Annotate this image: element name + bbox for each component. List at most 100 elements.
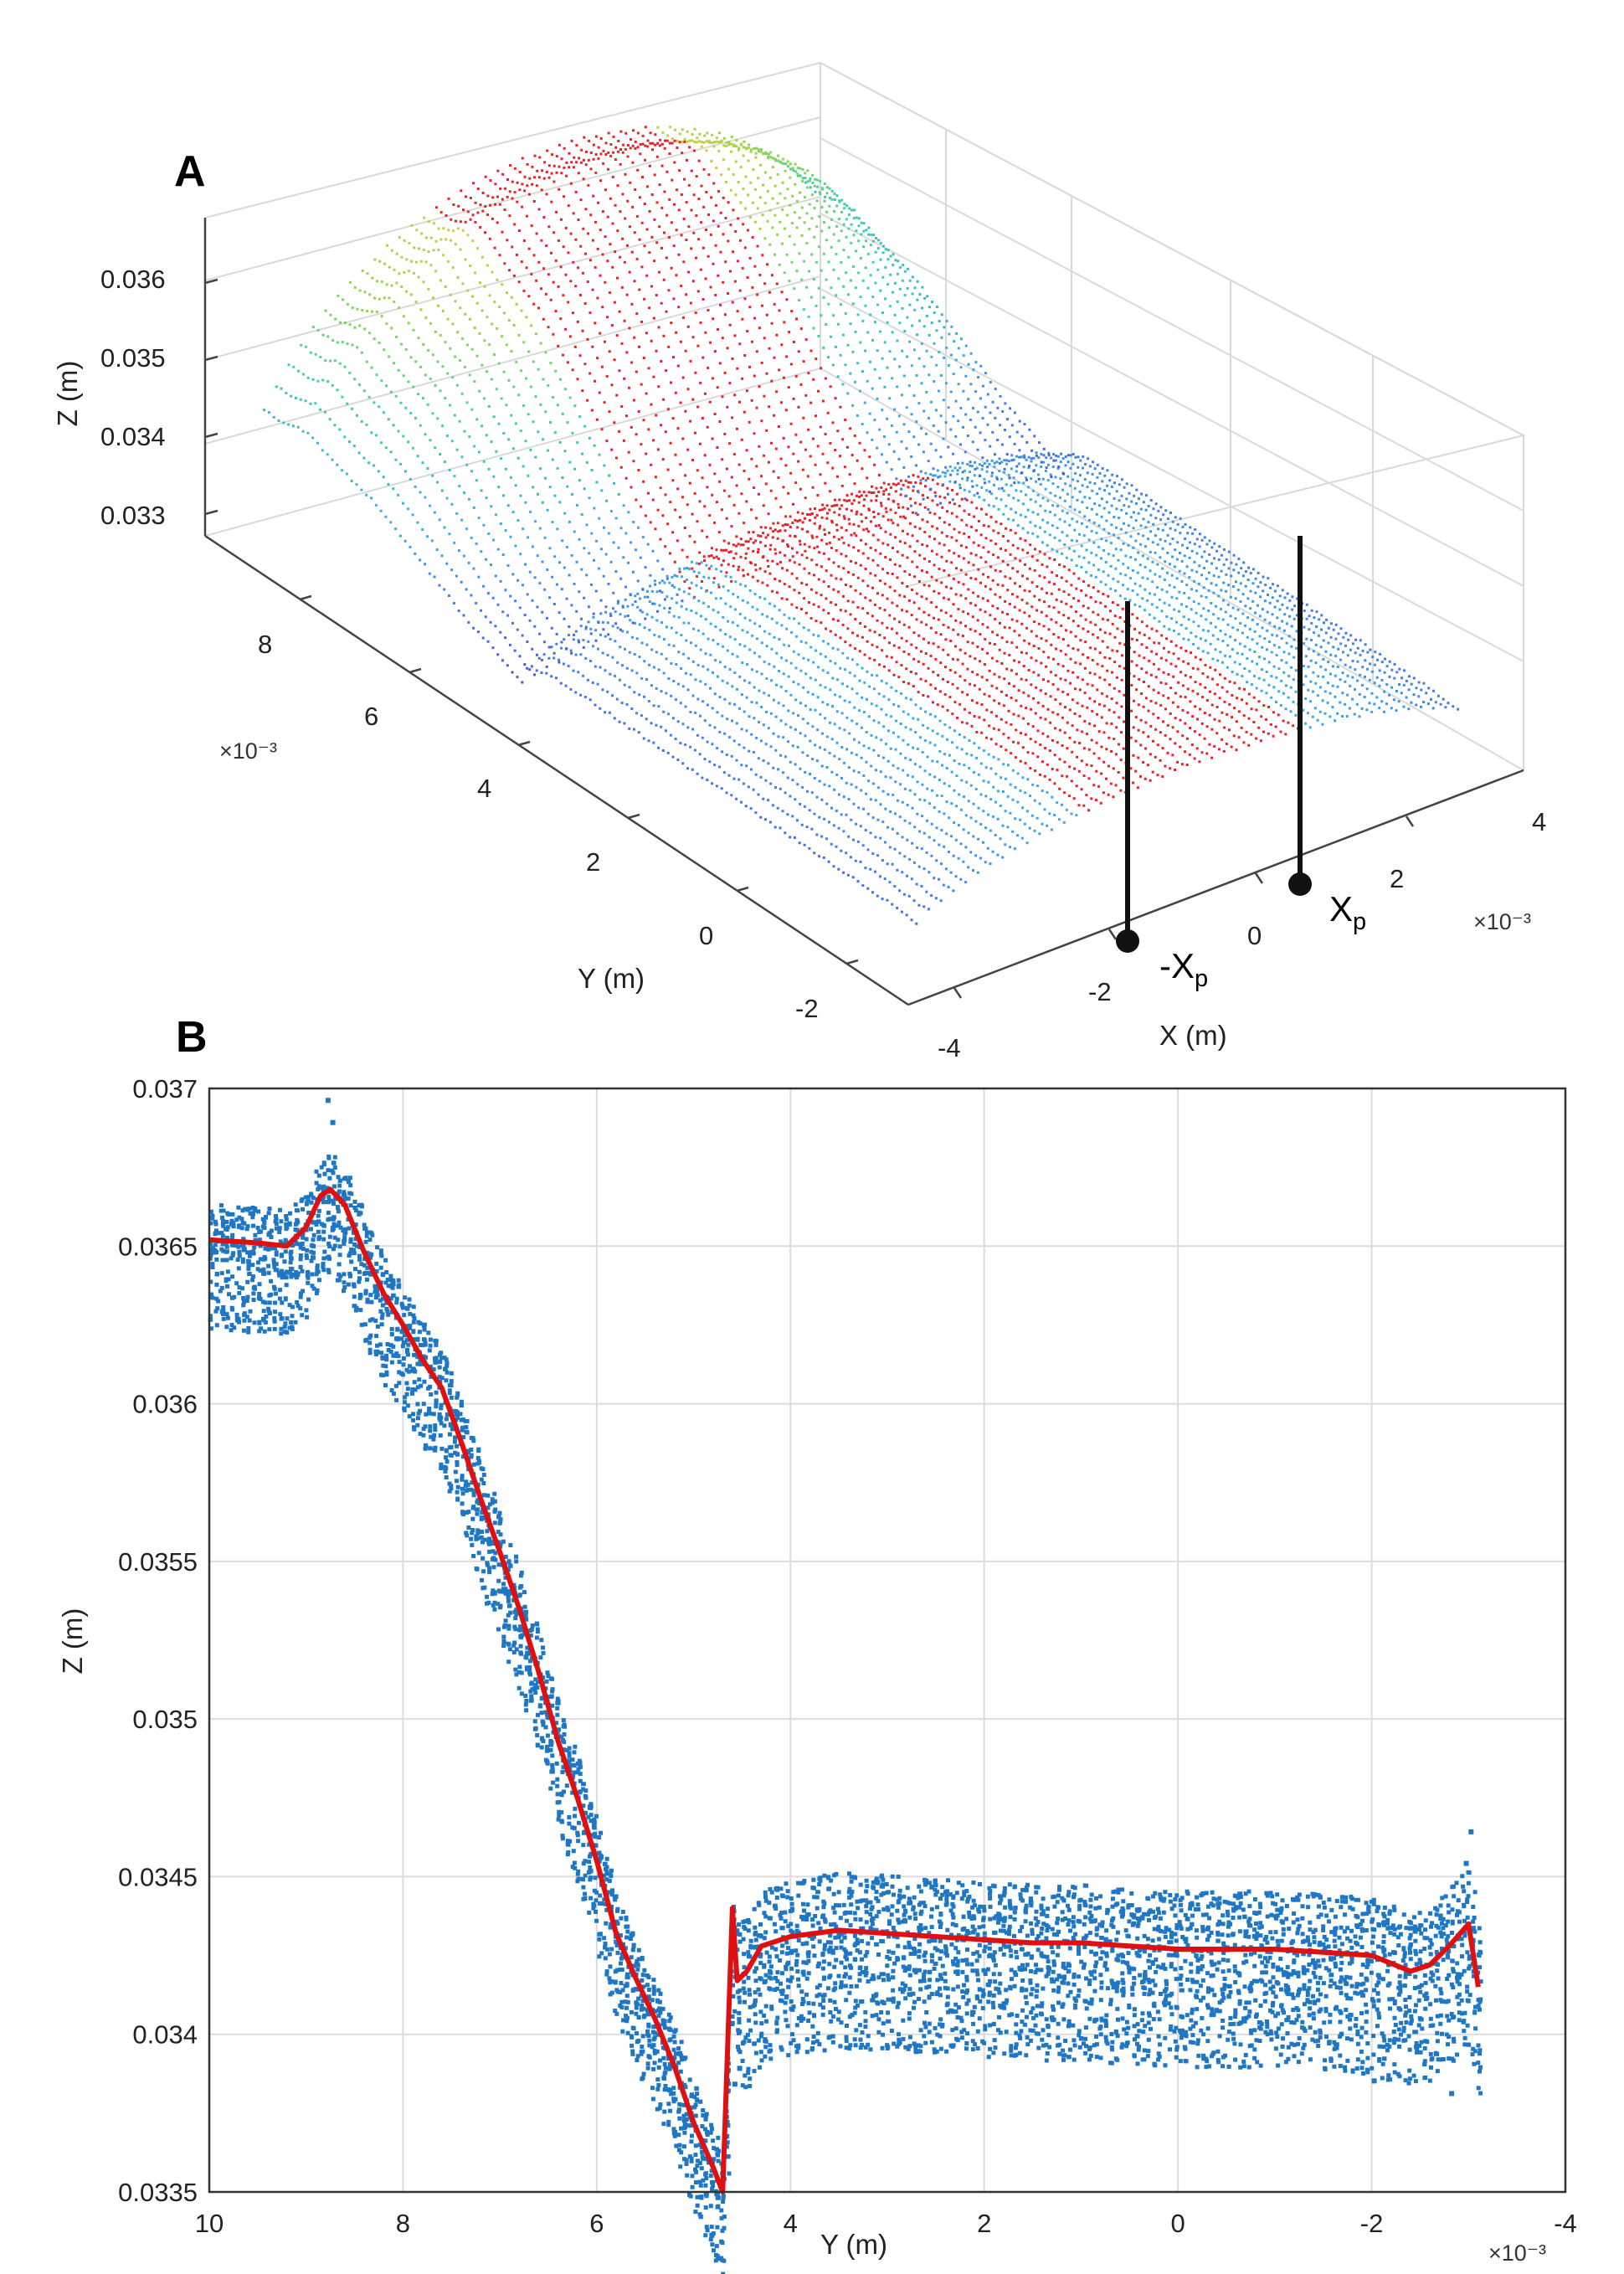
cloud-points-247 [379, 319, 1040, 620]
cloud-points-166 [383, 348, 386, 352]
cloud-points-101 [486, 150, 774, 319]
grid-top-plane [204, 61, 1526, 587]
cloud-points-196 [473, 229, 868, 448]
cloud-points-105 [370, 198, 895, 453]
cloud-points-241 [374, 351, 941, 527]
cloud-points-333 [528, 390, 1384, 864]
cloud-points-371 [496, 460, 1043, 658]
cloud-points-291 [424, 450, 1338, 866]
cloud-points-254 [389, 364, 1268, 794]
cloud-points-370 [559, 435, 1024, 906]
cloud-points-172 [399, 217, 814, 358]
cloud-points-111 [395, 193, 750, 285]
cloud-points-295 [428, 442, 1403, 866]
cloud-points-362 [499, 453, 1009, 674]
cloud-points-94 [329, 359, 332, 363]
cloud-points-24 [280, 186, 884, 460]
y-tick-2: 4 [477, 774, 491, 803]
cloud-points-155 [353, 255, 851, 404]
cloud-points-107 [309, 200, 892, 454]
cloud-points-217 [473, 327, 476, 329]
cloud-points-41 [346, 162, 797, 347]
cloud-points-303 [532, 350, 892, 489]
cloud-points-45 [405, 134, 758, 286]
cloud-points-158 [402, 169, 787, 327]
cloud-points-147 [471, 239, 475, 242]
marker-xp-main: X [1329, 889, 1353, 929]
cloud-points-129 [696, 141, 698, 144]
cloud-points-214 [350, 479, 358, 486]
cloud-points-339 [499, 413, 1406, 857]
b-y-tick-7: 0.0335 [118, 2178, 198, 2207]
x-multiplier: ×10⁻³ [1473, 909, 1531, 934]
cloud-points-88 [388, 146, 774, 309]
cloud-points-65 [295, 396, 297, 399]
cloud-points-148 [705, 149, 708, 152]
cloud-points-243 [424, 281, 877, 437]
z-axis-label: Z (m) [52, 361, 83, 427]
cloud-points-204 [345, 322, 933, 509]
cloud-points-261 [505, 404, 508, 407]
cloud-points-274 [403, 400, 1337, 829]
cloud-points-190 [348, 239, 902, 473]
cloud-points-234 [808, 228, 811, 230]
cloud-points-58 [424, 137, 708, 267]
cloud-points-114 [445, 238, 448, 241]
marker-neg-xp: -Xp [1116, 601, 1208, 992]
b-y-tick-2: 0.036 [132, 1390, 198, 1419]
cloud-points-287 [419, 424, 1369, 849]
b-x-tick-2: 6 [589, 2209, 604, 2238]
cloud-points-299 [504, 346, 1073, 637]
cloud-points-216 [461, 337, 486, 342]
cloud-points-50 [455, 159, 829, 387]
cloud-points-22 [439, 181, 894, 459]
y-axis-label: Y (m) [578, 963, 645, 994]
cloud-points-153 [328, 418, 532, 451]
cloud-points-71 [400, 141, 765, 295]
cloud-points-211 [522, 223, 853, 407]
cloud-points-273 [593, 313, 943, 510]
cloud-points-137 [439, 150, 753, 282]
cloud-points-368 [504, 435, 1036, 640]
cloud-points-160 [476, 247, 480, 250]
cloud-points-56 [388, 147, 770, 298]
x-tick-1: -2 [1088, 977, 1112, 1006]
cloud-points-39 [297, 174, 835, 405]
b-x-multiplier: ×10⁻³ [1488, 2241, 1546, 2266]
cloud-points-14 [434, 126, 1299, 812]
cloud-points-310 [558, 364, 1371, 857]
cloud-points-70 [439, 140, 728, 241]
cloud-points-11 [398, 128, 750, 242]
cloud-points-55 [351, 221, 806, 345]
cloud-points-235 [465, 259, 902, 466]
marker-xp-sub: p [1353, 908, 1366, 935]
cloud-points-369 [546, 435, 1455, 907]
cloud-points-95 [341, 341, 450, 375]
x-axis-line [907, 769, 1524, 1006]
cloud-points-30 [378, 136, 760, 299]
scatter-points [208, 1098, 1483, 2274]
cloud-points-304 [568, 460, 572, 464]
cloud-points-117 [777, 154, 784, 161]
cloud-points-232 [439, 384, 550, 393]
cloud-points-219 [842, 229, 858, 288]
x-tick-3: 2 [1390, 864, 1404, 893]
panel-b-letter: B [176, 1013, 208, 1062]
cloud-points-393 [976, 491, 979, 495]
cloud-points-379 [506, 663, 527, 667]
3d-grid [204, 61, 1526, 771]
cloud-points-46 [464, 141, 777, 316]
b-y-tick-5: 0.0345 [118, 1862, 198, 1891]
x-tick-2: 0 [1247, 921, 1262, 950]
cloud-points-208 [468, 208, 772, 321]
cloud-points-255 [402, 329, 938, 515]
cloud-points-256 [500, 397, 503, 400]
y-multiplier: ×10⁻³ [219, 738, 277, 764]
cloud-points-346 [634, 409, 1369, 813]
cloud-points-201 [475, 301, 496, 305]
b-y-tick-0: 0.037 [132, 1074, 198, 1104]
cloud-points-93 [304, 241, 882, 437]
cloud-points-386 [528, 668, 532, 671]
cloud-points-263 [800, 278, 804, 281]
cloud-points-4 [311, 326, 527, 380]
